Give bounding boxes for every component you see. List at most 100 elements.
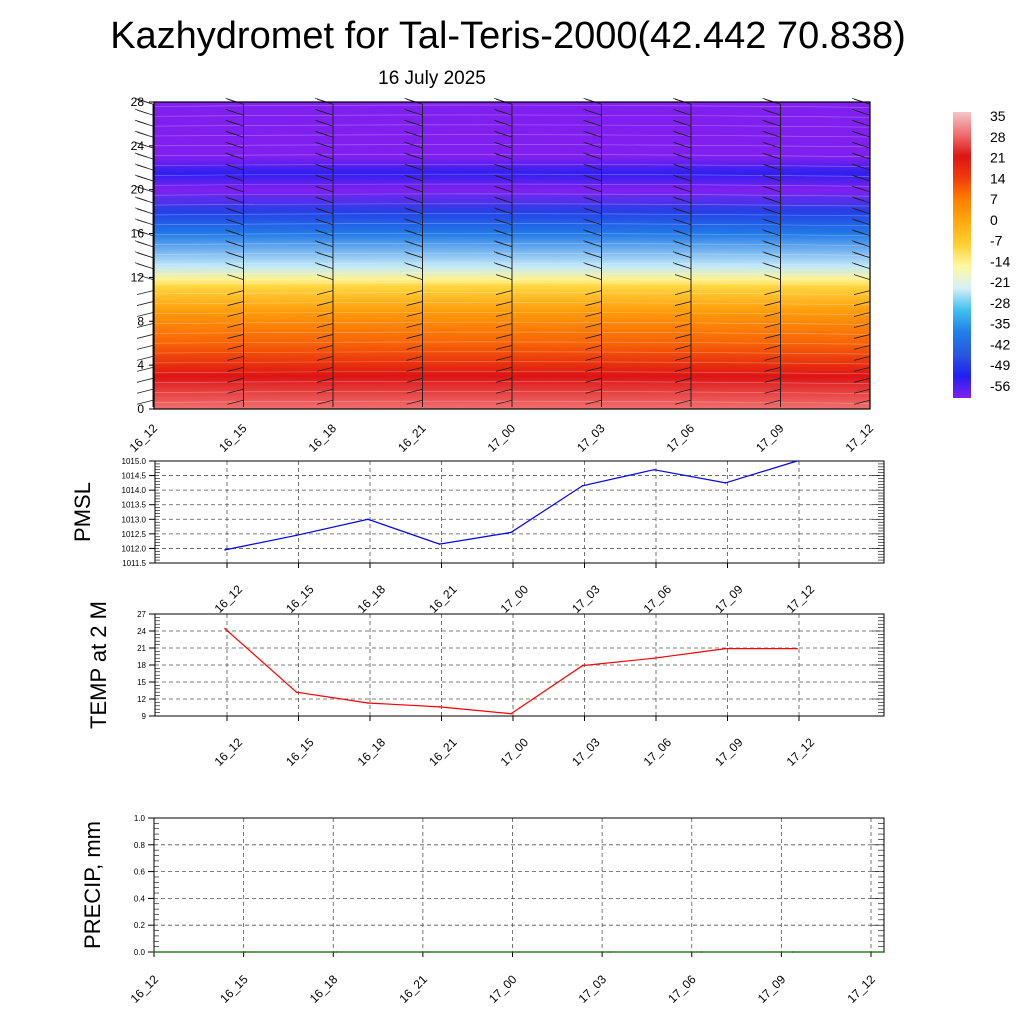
wind-barb	[406, 366, 423, 372]
wind-barb	[764, 399, 781, 405]
wind-barb	[674, 388, 692, 394]
wind-barb	[853, 399, 871, 405]
wind-barb	[674, 399, 692, 405]
wind-barb	[762, 152, 775, 158]
wind-barb	[585, 399, 602, 405]
data-point	[724, 482, 727, 484]
x-tick-label: 17_03	[576, 972, 610, 1006]
data-point	[700, 951, 703, 953]
wind-barb	[134, 207, 148, 213]
wind-barb	[585, 355, 602, 361]
wind-barb	[764, 274, 781, 281]
x-tick-label: 16_15	[217, 972, 251, 1006]
x-tick-label: 17_06	[641, 582, 675, 616]
wind-barb	[134, 152, 148, 158]
wind-barb	[134, 119, 148, 125]
y-tick-label: 1.0	[134, 814, 146, 823]
data-point	[426, 951, 429, 953]
wind-barb	[404, 229, 417, 235]
wind-barb	[851, 262, 865, 267]
wind-barb	[851, 163, 865, 169]
x-tick-label: 17_00	[485, 421, 519, 455]
wind-barb	[225, 108, 238, 114]
wind-barb	[134, 97, 148, 103]
wind-barb	[314, 196, 328, 202]
wind-barb	[227, 312, 244, 317]
y-axis-label: TEMP at 2 M	[86, 601, 111, 729]
wind-barb	[851, 185, 865, 191]
wind-barb	[404, 119, 417, 125]
wind-barb	[672, 130, 686, 136]
y-tick-label: 1012.0	[122, 544, 147, 553]
wind-barb	[851, 130, 865, 136]
wind-barb	[134, 251, 148, 257]
wind-barb	[227, 388, 244, 394]
wind-barb	[406, 323, 423, 328]
wind-barb	[404, 207, 417, 213]
wind-barb	[134, 130, 148, 136]
wind-barb	[316, 377, 334, 383]
y-tick-label: 0.4	[134, 894, 146, 903]
wind-barb	[404, 130, 417, 136]
wind-barb	[585, 388, 602, 394]
wind-barb	[134, 240, 148, 246]
y-tick-label: 18	[137, 661, 146, 670]
wind-barb	[227, 290, 244, 295]
wind-barb	[134, 163, 148, 169]
x-tick-label: 16_12	[127, 421, 161, 455]
colorbar-label: -35	[990, 316, 1010, 332]
wind-barb	[314, 174, 328, 180]
wind-barb	[225, 163, 238, 169]
y-tick-label: 8	[137, 314, 144, 328]
wind-barb	[585, 366, 602, 372]
wind-barb	[136, 388, 154, 394]
wind-barb	[314, 251, 328, 257]
x-tick-label: 17_09	[755, 972, 789, 1006]
wind-barb	[404, 240, 417, 246]
wind-barb	[314, 240, 328, 246]
colorbar-label: 21	[990, 150, 1006, 166]
wind-barb	[136, 377, 154, 383]
wind-barb	[227, 334, 244, 339]
wind-barb	[585, 290, 602, 295]
y-axis-label: PMSL	[70, 482, 95, 542]
wind-barb	[404, 141, 417, 147]
wind-barb	[136, 399, 154, 405]
wind-barb	[493, 262, 507, 267]
wind-barb	[406, 334, 423, 339]
y-tick-label: 0.2	[134, 921, 146, 930]
wind-barb	[583, 240, 596, 246]
temp-2m-panel: 9 12 15 18 21 24 27 16_12 16_15 16_18 16_21 17_00 17…	[86, 601, 885, 769]
data-point	[581, 484, 584, 487]
wind-barb	[316, 366, 334, 372]
wind-barb	[406, 355, 423, 361]
data-point	[224, 549, 226, 551]
wind-barb	[583, 130, 596, 136]
wind-barb	[404, 262, 417, 267]
colorbar-label: -21	[990, 274, 1010, 290]
y-tick-label: 1013.0	[122, 515, 147, 524]
x-tick-label: 16_21	[426, 735, 460, 769]
wind-barb	[762, 218, 775, 224]
x-tick-label: 17_00	[498, 735, 532, 769]
y-tick-label: 0.0	[134, 948, 146, 957]
x-tick-label: 16_12	[212, 735, 246, 769]
wind-barb	[136, 366, 154, 372]
wind-barb	[314, 229, 328, 235]
panel-frame	[154, 613, 885, 717]
wind-barb	[136, 355, 154, 361]
wind-barb	[493, 141, 507, 147]
wind-barb	[762, 207, 775, 213]
wind-barb	[674, 355, 692, 361]
wind-barb	[495, 366, 513, 372]
wind-barb	[225, 229, 238, 235]
y-tick-label: 1015.0	[122, 457, 147, 466]
wind-barb	[674, 377, 692, 383]
x-tick-label: 17_03	[569, 582, 603, 616]
wind-barb	[495, 334, 513, 339]
wind-barb	[225, 141, 238, 147]
x-tick-label: 17_09	[712, 582, 746, 616]
colorbar-label: 28	[990, 129, 1006, 145]
x-tick-label: 17_00	[486, 972, 520, 1006]
y-tick-label: 1014.0	[122, 486, 147, 495]
